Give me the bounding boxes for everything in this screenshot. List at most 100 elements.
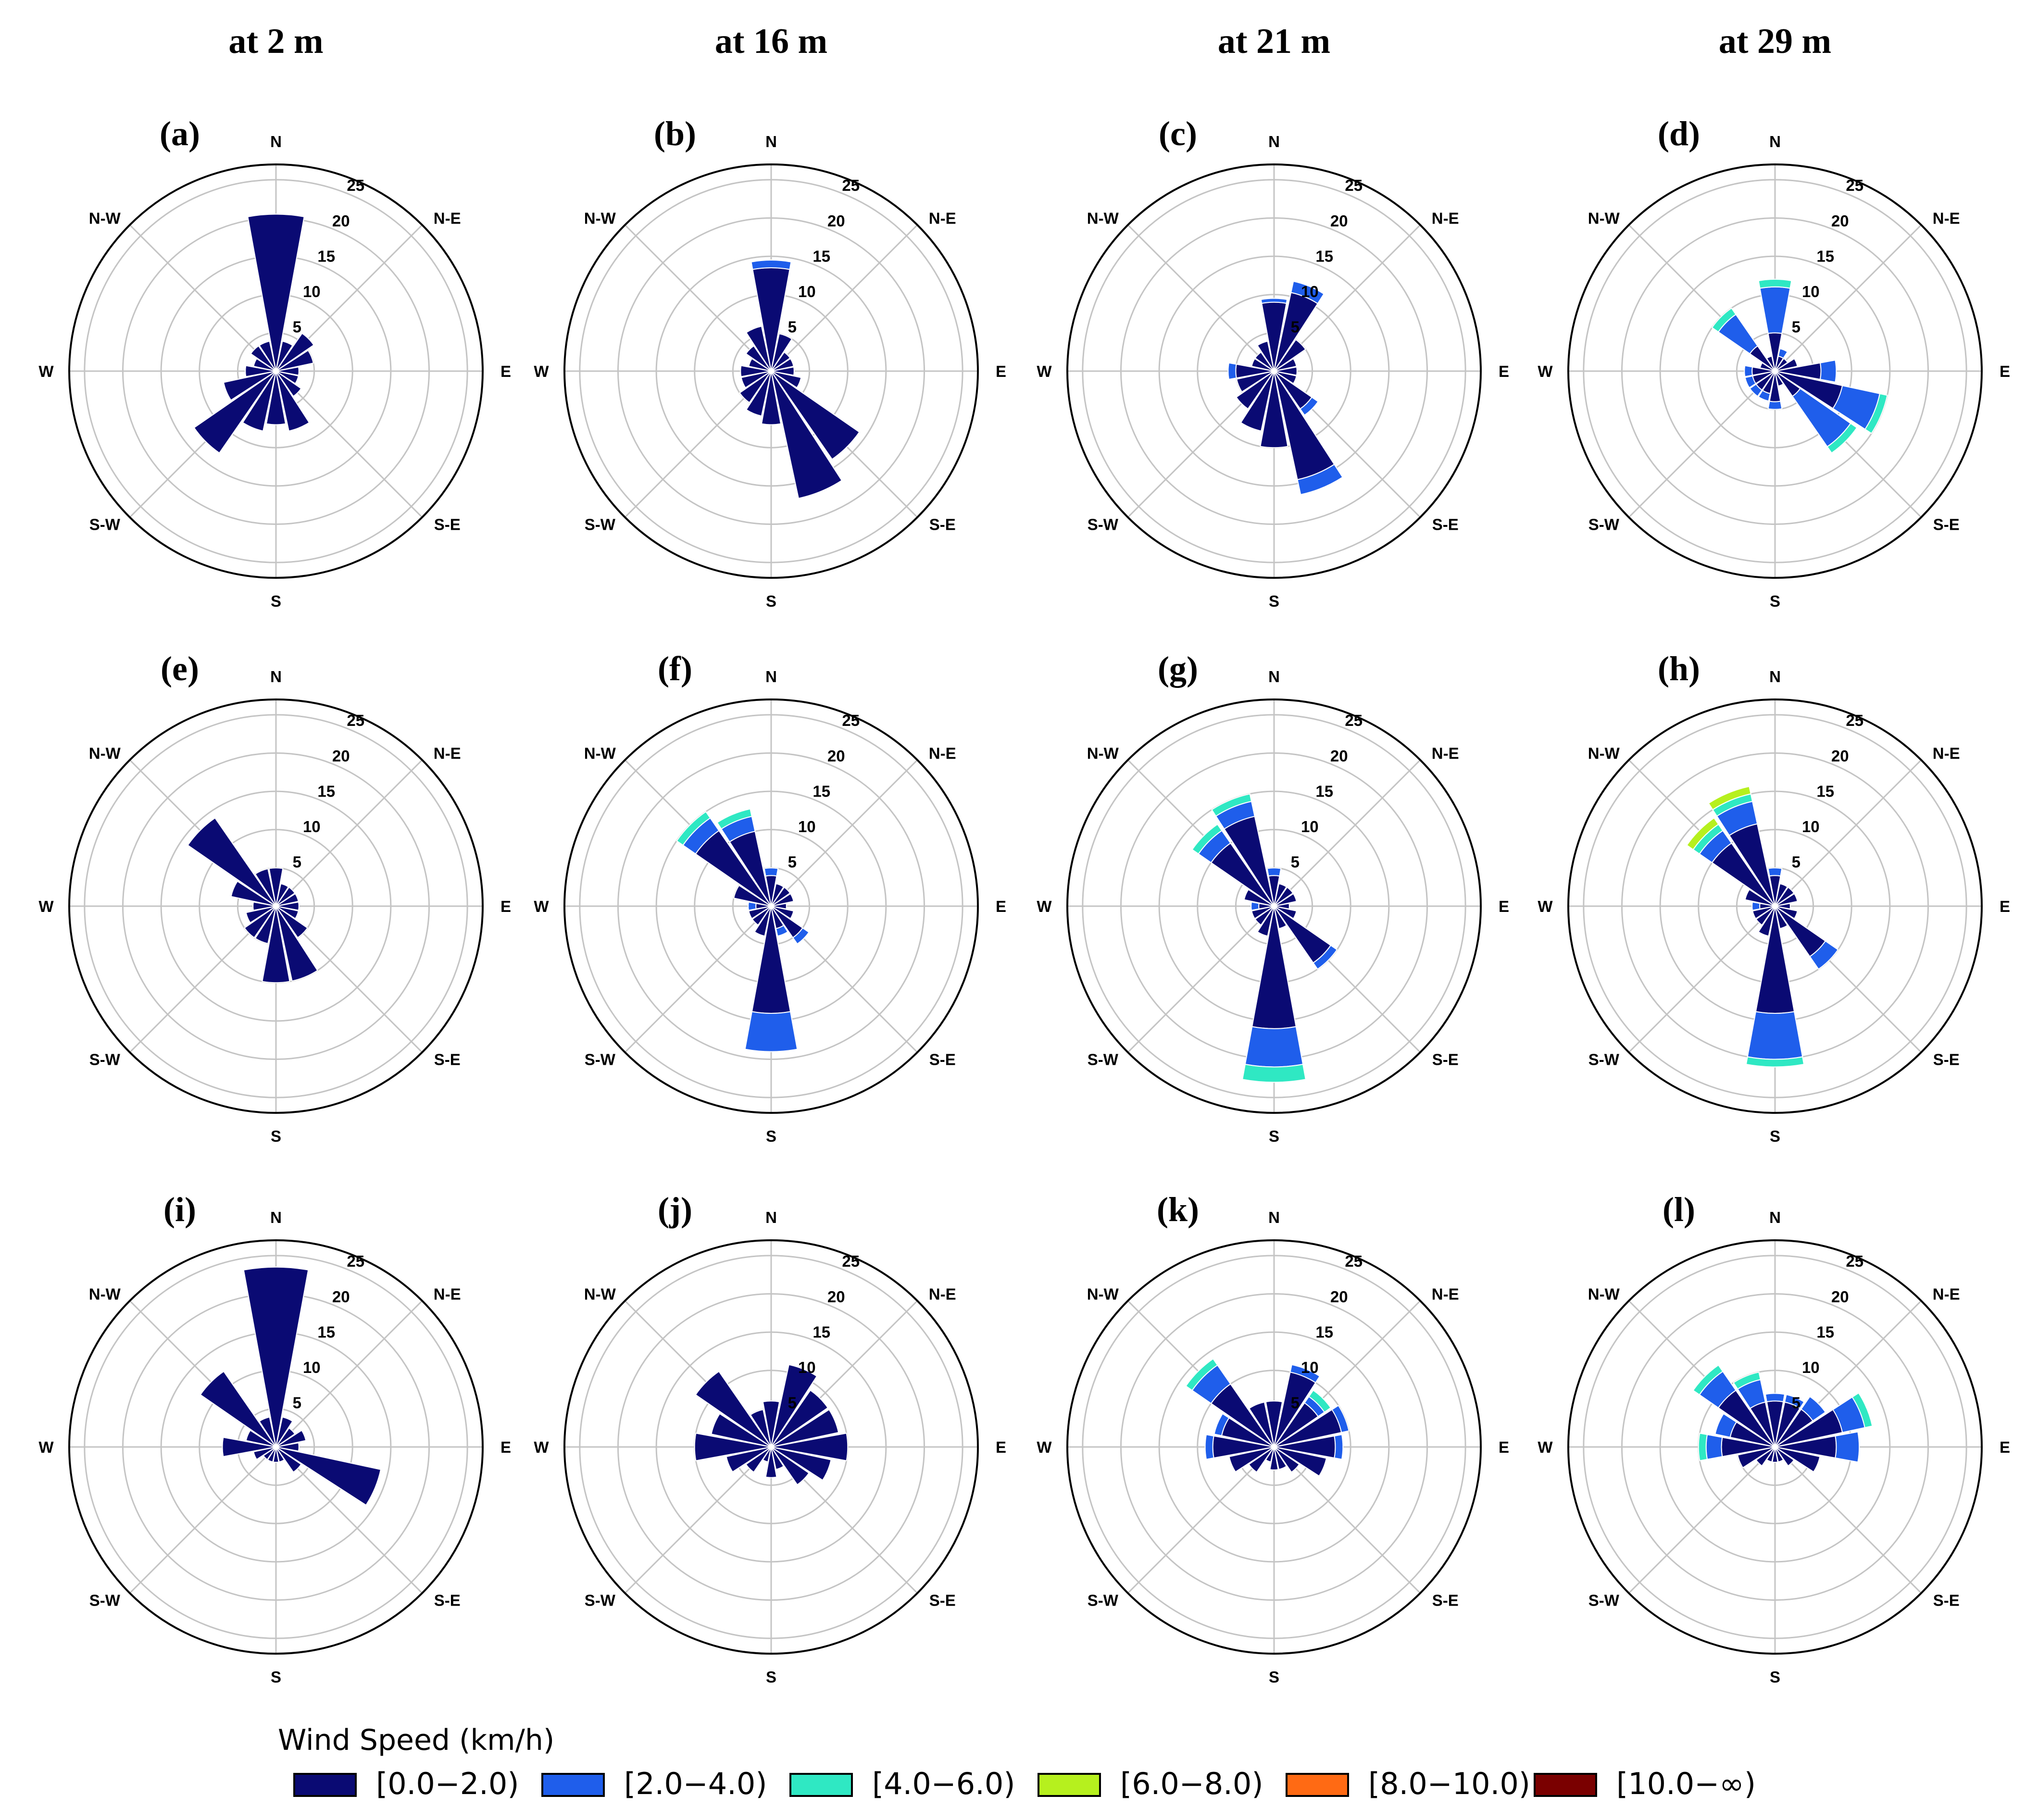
wind-petal	[275, 1446, 382, 1506]
wind-petal	[275, 349, 314, 372]
wind-petal	[1744, 365, 1753, 377]
wind-petal	[1758, 278, 1792, 289]
direction-label: N-W	[1087, 744, 1119, 762]
direction-label: W	[1538, 898, 1553, 915]
direction-label: E	[2000, 362, 2010, 380]
wind-petal	[1274, 893, 1297, 907]
radial-tick-label: 5	[788, 1394, 797, 1411]
wind-petal	[1254, 906, 1275, 926]
wind-petal	[1775, 906, 1798, 920]
direction-label: N-E	[929, 1285, 956, 1303]
direction-label: S	[1269, 1127, 1279, 1145]
radial-tick-label: 25	[1345, 711, 1363, 729]
radial-tick-label: 15	[317, 247, 335, 265]
wind-petal	[1274, 883, 1288, 907]
direction-label: E	[500, 1438, 511, 1456]
wind-petal	[1775, 1446, 1795, 1467]
outer-ring	[563, 1239, 979, 1655]
wind-petal	[771, 903, 787, 910]
wind-petal	[1744, 889, 1775, 907]
wind-petal	[1236, 371, 1275, 393]
wind-petal	[275, 340, 293, 372]
wind-petal	[1265, 1400, 1283, 1447]
direction-label: S-W	[585, 1051, 616, 1069]
wind-petal	[1257, 906, 1275, 937]
wind-petal	[1784, 1394, 1805, 1409]
radial-tick-label: 20	[1330, 1288, 1348, 1306]
wind-petal	[739, 371, 772, 403]
wind-petal	[1269, 1446, 1279, 1471]
wind-petal	[1242, 1063, 1306, 1083]
legend-swatch	[789, 1773, 853, 1797]
radial-tick-label: 25	[842, 1252, 860, 1270]
wind-petal	[771, 1409, 839, 1447]
wind-rose-panel: (k) 5 10 15 20 25 N N-E E S-E S S-W W N-W	[1037, 1190, 1509, 1686]
wind-petal	[275, 366, 300, 376]
wind-petal	[1775, 358, 1798, 372]
outer-ring	[1066, 163, 1482, 579]
grid-spoke	[624, 905, 772, 1053]
wind-petal	[1274, 339, 1306, 372]
wind-rose-panel: (c) 5 10 15 20 25 N N-E E S-E S S-W W N-W	[1037, 114, 1509, 610]
wind-petal	[1752, 906, 1775, 920]
radial-tick-label: 25	[1846, 1252, 1863, 1270]
wind-petal	[259, 340, 276, 372]
wind-petal	[771, 1446, 785, 1470]
direction-label: E	[1499, 362, 1509, 380]
wind-petal	[754, 906, 772, 937]
direction-label: W	[1037, 1438, 1052, 1456]
wind-petal	[771, 371, 802, 388]
wind-petal	[1260, 298, 1288, 304]
panel-label: (e)	[161, 649, 199, 688]
radial-tick-label: 10	[303, 283, 321, 300]
panel-label: (a)	[160, 114, 200, 153]
wind-petal	[1191, 823, 1223, 855]
wind-petal	[676, 811, 711, 846]
direction-label: N-E	[1432, 744, 1459, 762]
direction-label: S-W	[1588, 1592, 1620, 1609]
wind-petal	[1250, 901, 1260, 911]
direction-label: S-E	[434, 1592, 461, 1609]
wind-petal	[275, 906, 299, 920]
direction-label: N	[1769, 133, 1781, 150]
direction-label: N-W	[1588, 744, 1620, 762]
direction-label: N	[1268, 1209, 1280, 1226]
direction-label: N-W	[1087, 1285, 1119, 1303]
column-title: at 2 m	[228, 22, 323, 61]
grid-spoke	[1774, 224, 1922, 372]
outer-ring	[1567, 1239, 1983, 1655]
wind-petal	[745, 345, 772, 372]
legend-swatch	[293, 1773, 357, 1797]
wind-petal	[263, 1446, 276, 1460]
wind-petal	[740, 371, 772, 388]
radial-tick-label: 20	[332, 212, 350, 230]
wind-petal	[725, 1446, 772, 1473]
direction-label: S-E	[434, 516, 461, 534]
wind-petal	[1274, 903, 1290, 910]
direction-label: S-E	[1933, 1592, 1960, 1609]
radial-tick-label: 20	[1831, 1288, 1849, 1306]
outer-ring	[1567, 163, 1983, 579]
wind-petal	[1755, 1446, 1775, 1467]
wind-petal	[1737, 1446, 1775, 1469]
radial-tick-label: 15	[317, 1323, 335, 1341]
wind-rose-panel: (g) 5 10 15 20 25 N N-E E S-E S S-W W N-W	[1037, 649, 1509, 1145]
wind-petal	[1733, 1371, 1762, 1390]
direction-label: S-W	[1088, 1051, 1119, 1069]
wind-petal	[771, 906, 794, 920]
wind-petal	[1775, 1446, 1784, 1463]
wind-petal	[771, 1433, 849, 1461]
wind-petal	[745, 1446, 772, 1473]
outer-ring	[68, 1239, 484, 1655]
wind-petal	[1714, 1413, 1738, 1438]
direction-label: N-W	[89, 209, 121, 227]
grid-spoke	[1774, 1446, 1922, 1594]
wind-petal	[244, 906, 276, 938]
wind-rose-panel: (f) 5 10 15 20 25 N N-E E S-E S S-W W N-W	[534, 649, 1006, 1145]
panel-label: (k)	[1157, 1190, 1199, 1229]
grid-spoke	[275, 1300, 423, 1448]
wind-petal	[1800, 1396, 1826, 1422]
radial-tick-label: 10	[303, 818, 321, 835]
grid-spoke	[1628, 370, 1776, 518]
panel-label: (h)	[1658, 649, 1700, 688]
